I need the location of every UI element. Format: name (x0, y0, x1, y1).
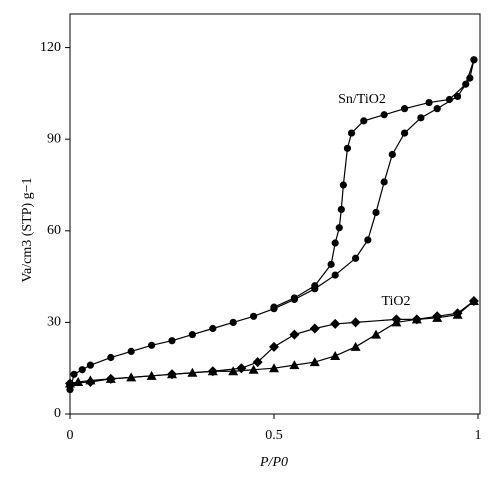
data-point (350, 341, 361, 351)
y-tick-label: 30 (47, 315, 61, 330)
data-point (290, 294, 298, 302)
data-point (269, 341, 279, 352)
data-point (229, 318, 237, 326)
data-point (70, 370, 78, 378)
data-point (127, 347, 135, 356)
data-point (388, 150, 396, 159)
x-tick-label: 0.5 (265, 428, 283, 443)
data-point (347, 129, 356, 137)
data-point (309, 323, 320, 334)
data-point (331, 239, 339, 247)
data-point (364, 236, 372, 244)
data-point (350, 317, 361, 328)
data-point (330, 318, 341, 329)
data-point (400, 105, 409, 113)
x-axis-label: P/P0 (259, 455, 288, 470)
data-point (343, 144, 352, 152)
data-point (309, 357, 320, 367)
data-point (470, 56, 478, 64)
data-point (411, 314, 422, 325)
data-point (65, 378, 75, 389)
y-tick-label: 0 (54, 406, 61, 421)
data-point (269, 363, 279, 373)
data-point (380, 111, 388, 119)
data-point (352, 254, 360, 262)
data-point (85, 376, 96, 387)
data-point (250, 312, 258, 320)
data-point (167, 369, 177, 380)
series-label: Sn/TiO2 (338, 92, 386, 107)
data-point (168, 337, 176, 345)
data-point (445, 95, 454, 104)
plot-frame (69, 13, 481, 415)
data-point (236, 363, 247, 374)
data-point (188, 331, 196, 339)
data-point (289, 360, 300, 370)
data-point (425, 98, 433, 107)
data-point (360, 117, 368, 125)
data-point (248, 364, 259, 374)
data-point (105, 373, 116, 384)
data-point (311, 282, 319, 290)
data-point (66, 385, 74, 394)
y-axis-label: Va/cm3 (STP) g−1 (20, 177, 35, 282)
data-point (289, 329, 300, 340)
data-point (209, 324, 217, 333)
y-tick-label: 60 (47, 223, 61, 238)
x-tick-label: 0 (67, 428, 74, 443)
data-point (331, 271, 339, 279)
data-point (330, 350, 341, 360)
data-point (372, 208, 380, 217)
data-point (339, 181, 347, 189)
data-point (252, 357, 263, 368)
data-point (337, 205, 345, 214)
data-point (107, 353, 115, 362)
data-point (468, 296, 479, 307)
series-line (69, 59, 475, 390)
data-point (452, 308, 463, 319)
data-point (335, 224, 343, 232)
data-point (207, 366, 218, 377)
data-point (462, 80, 470, 88)
data-point (454, 92, 462, 101)
data-point (400, 129, 409, 137)
data-point (433, 105, 441, 113)
x-tick-label: 1 (475, 428, 482, 443)
data-point (228, 366, 239, 376)
data-point (270, 303, 278, 311)
y-tick-label: 90 (47, 131, 61, 146)
data-point (78, 366, 86, 374)
data-point (73, 376, 84, 386)
series-label: TiO2 (381, 294, 410, 309)
data-point (432, 311, 443, 322)
data-point (86, 361, 94, 369)
data-point (327, 260, 335, 268)
data-point (380, 178, 388, 186)
data-point (371, 329, 381, 339)
data-point (417, 114, 425, 122)
data-point (391, 314, 402, 325)
data-point (148, 341, 156, 349)
y-tick-label: 120 (40, 40, 61, 55)
